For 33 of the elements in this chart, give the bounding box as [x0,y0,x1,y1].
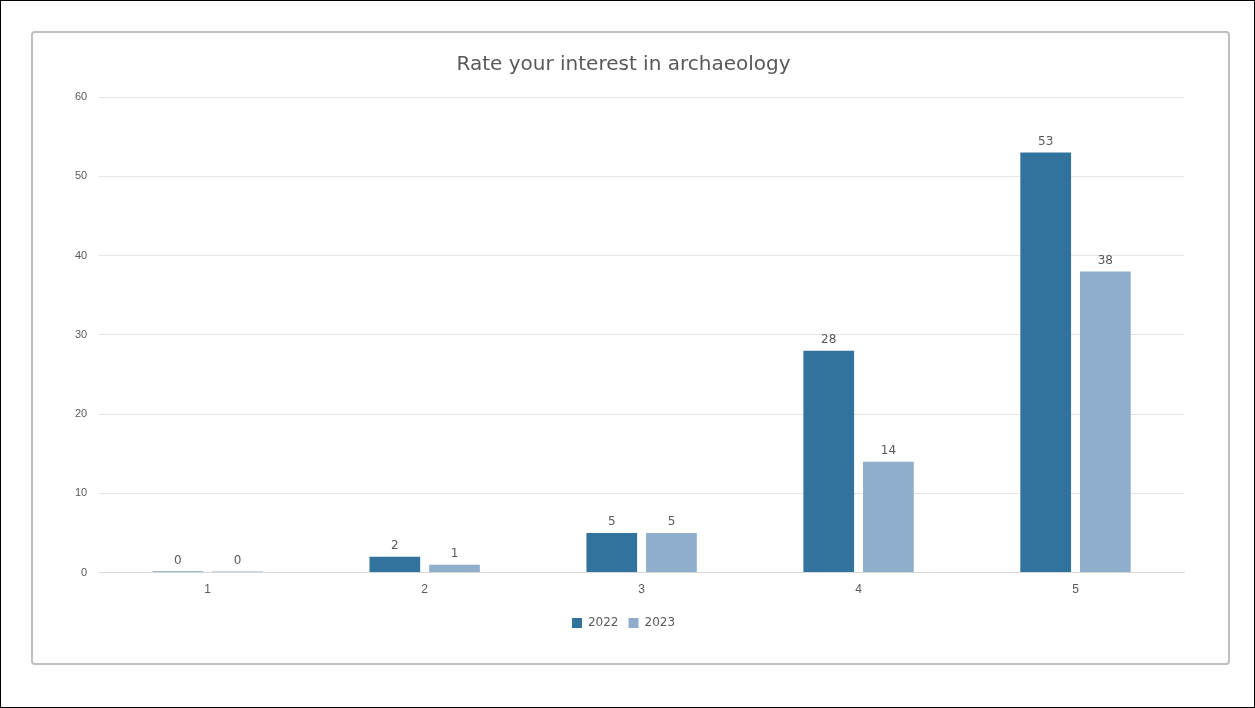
data-label: 5 [667,514,676,529]
data-label: 2 [391,537,399,552]
data-label: 0 [233,552,242,567]
y-tick-label: 20 [74,407,88,420]
data-label: 0 [174,552,182,567]
bar [1080,271,1131,573]
data-label: 1 [450,545,459,560]
legend-label: 2022 [587,615,619,630]
bar [586,532,638,573]
chart-title: Rate your interest in archaeology [456,51,791,76]
bar [1020,152,1072,573]
y-tick-label: 50 [74,169,88,182]
legend-label: 2023 [644,615,676,630]
data-label: 28 [821,331,837,346]
data-label: 38 [1097,252,1113,267]
bar [803,350,855,573]
y-tick-label: 10 [74,486,88,499]
x-tick-label: 3 [638,582,646,597]
bar [646,532,697,573]
y-tick-label: 60 [74,90,88,103]
data-label: 14 [880,442,897,457]
bar [429,564,480,573]
data-label: 5 [607,514,616,529]
data-label: 53 [1038,133,1054,148]
bar [863,461,914,573]
y-tick-label: 30 [74,327,88,340]
x-tick-label: 4 [855,582,863,597]
y-tick-label: 0 [81,565,88,578]
bar [369,556,421,573]
x-tick-label: 1 [204,582,212,597]
y-tick-label: 40 [74,248,88,261]
x-tick-label: 5 [1072,582,1080,597]
x-tick-label: 2 [421,582,429,597]
